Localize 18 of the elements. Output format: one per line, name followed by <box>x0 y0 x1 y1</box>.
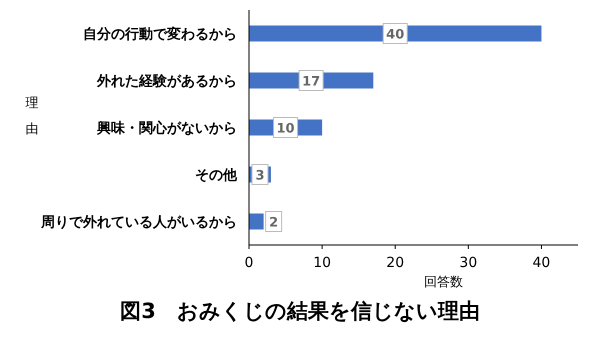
x-tick-label: 40 <box>532 255 550 271</box>
data-label: 40 <box>386 28 404 42</box>
x-tick-label: 20 <box>386 255 404 271</box>
y-tick-label: 興味・関心がないから <box>96 120 237 136</box>
data-label: 3 <box>255 168 264 184</box>
x-tick-label: 30 <box>459 255 478 271</box>
y-tick-label: 自分の行動で変わるから <box>83 26 237 42</box>
data-label: 2 <box>269 216 278 230</box>
y-tick-label: 周りで外れている人がいるから <box>40 214 237 230</box>
x-tick-label: 0 <box>244 255 254 271</box>
data-label: 17 <box>302 74 320 90</box>
x-tick-label: 10 <box>313 255 332 271</box>
data-label: 10 <box>276 122 295 136</box>
y-axis-title: 理由 <box>26 96 38 137</box>
y-tick-label: 外れた経験があるから <box>96 74 237 90</box>
text: 図3 おみくじの結果を信じない理由 <box>120 299 480 323</box>
y-tick-label: その他 <box>195 168 238 184</box>
x-axis-title: 回答数 <box>424 275 463 290</box>
